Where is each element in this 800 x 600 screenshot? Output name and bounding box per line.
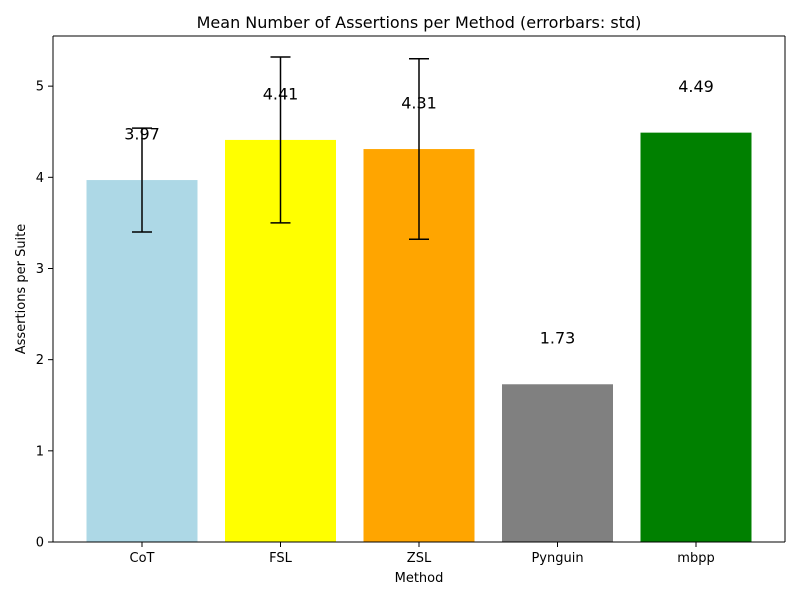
data-label: 4.41 (263, 84, 299, 103)
bar-pynguin (502, 384, 613, 542)
x-axis-label: Method (395, 571, 444, 586)
y-tick-label: 3 (36, 262, 44, 277)
plot-area: 3.97 4.41 4.31 1.73 4.49 (86, 56, 752, 543)
x-tick-label: ZSL (407, 551, 432, 566)
data-label: 3.97 (124, 124, 160, 143)
x-tick-label: FSL (269, 551, 293, 566)
y-axis-label: Assertions per Suite (14, 224, 29, 355)
chart-title: Mean Number of Assertions per Method (er… (197, 13, 642, 32)
data-label: 1.73 (540, 329, 576, 348)
y-tick-label: 2 (36, 353, 44, 368)
bar-mbpp (640, 132, 752, 542)
bar-cot (86, 180, 198, 542)
y-tick-label: 4 (36, 171, 44, 186)
x-tick-label: CoT (130, 551, 155, 566)
data-label: 4.31 (401, 93, 437, 112)
x-tick-label: mbpp (677, 551, 714, 566)
x-tick-label: Pynguin (531, 551, 583, 566)
y-tick-label: 5 (36, 80, 44, 95)
data-label: 4.49 (678, 77, 714, 96)
y-tick-label: 1 (36, 444, 44, 459)
y-tick-label: 0 (36, 536, 44, 551)
